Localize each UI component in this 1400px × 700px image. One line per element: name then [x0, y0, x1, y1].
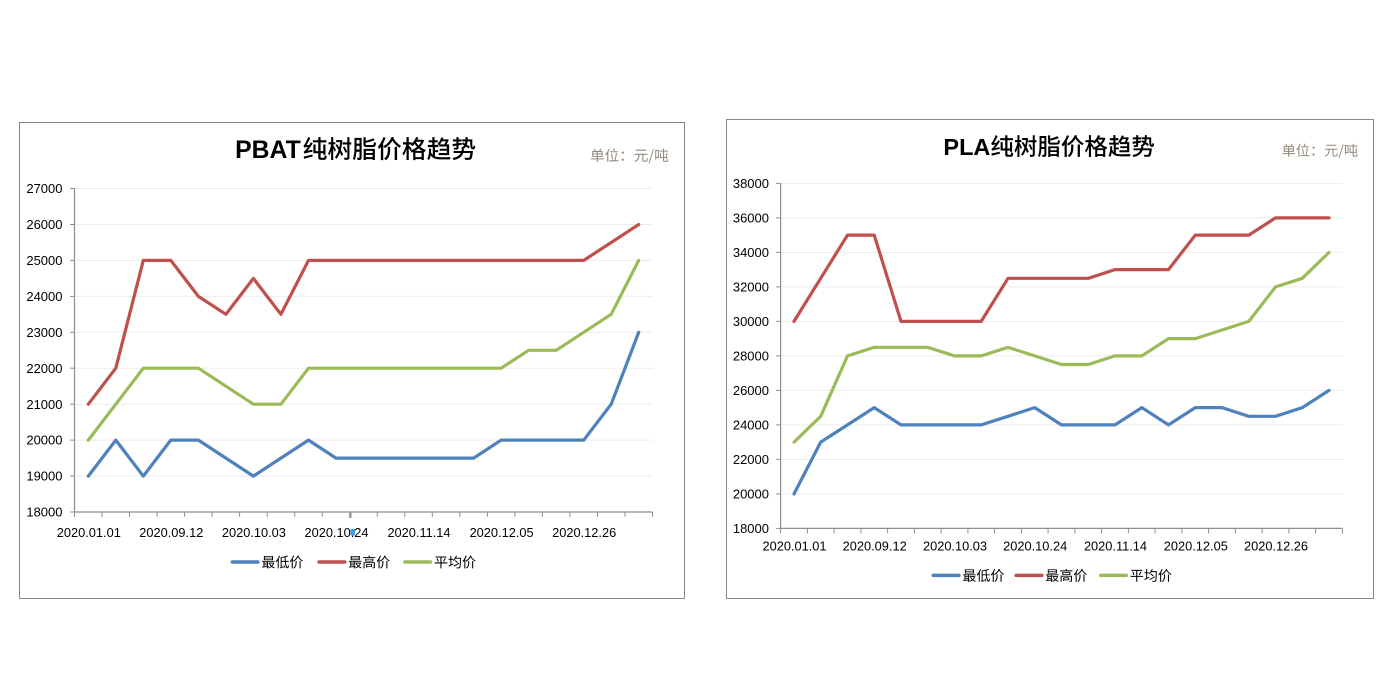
svg-text:2020.09.12: 2020.09.12 [843, 539, 907, 554]
svg-text:21000: 21000 [26, 397, 62, 412]
svg-text:26000: 26000 [733, 383, 769, 398]
svg-text:38000: 38000 [733, 176, 769, 191]
svg-text:26000: 26000 [26, 217, 62, 232]
svg-text:22000: 22000 [733, 452, 769, 467]
svg-text:20000: 20000 [26, 433, 62, 448]
svg-text:2020.11.14: 2020.11.14 [387, 525, 450, 540]
svg-text:2020.10.24: 2020.10.24 [304, 525, 368, 540]
svg-text:28000: 28000 [733, 349, 769, 364]
svg-text:2020.12.26: 2020.12.26 [1244, 539, 1308, 554]
svg-text:2020.01.01: 2020.01.01 [57, 525, 121, 540]
svg-text:23000: 23000 [26, 325, 62, 340]
svg-text:30000: 30000 [733, 314, 769, 329]
svg-text:2020.10.03: 2020.10.03 [923, 539, 987, 554]
svg-text:2020.12.26: 2020.12.26 [552, 525, 616, 540]
svg-text:18000: 18000 [733, 521, 769, 536]
svg-text:19000: 19000 [26, 469, 62, 484]
svg-text:2020.01.01: 2020.01.01 [762, 539, 826, 554]
svg-text:20000: 20000 [733, 487, 769, 502]
svg-text:34000: 34000 [733, 245, 769, 260]
svg-text:25000: 25000 [26, 253, 62, 268]
svg-text:24000: 24000 [26, 289, 62, 304]
svg-text:2020.11.14: 2020.11.14 [1084, 539, 1147, 554]
svg-text:32000: 32000 [733, 280, 769, 295]
svg-text:18000: 18000 [26, 505, 62, 520]
svg-text:2020.09.12: 2020.09.12 [139, 525, 203, 540]
svg-text:PLA: PLA [943, 134, 990, 160]
svg-text:2020.10.03: 2020.10.03 [222, 525, 286, 540]
svg-text:36000: 36000 [733, 211, 769, 226]
svg-text:27000: 27000 [26, 181, 62, 196]
svg-text:PBAT: PBAT [235, 137, 301, 164]
svg-text:2020.10.24: 2020.10.24 [1003, 539, 1067, 554]
svg-text:24000: 24000 [733, 418, 769, 433]
svg-text:2020.12.05: 2020.12.05 [470, 525, 534, 540]
svg-text:2020.12.05: 2020.12.05 [1164, 539, 1228, 554]
svg-text:22000: 22000 [26, 361, 62, 376]
